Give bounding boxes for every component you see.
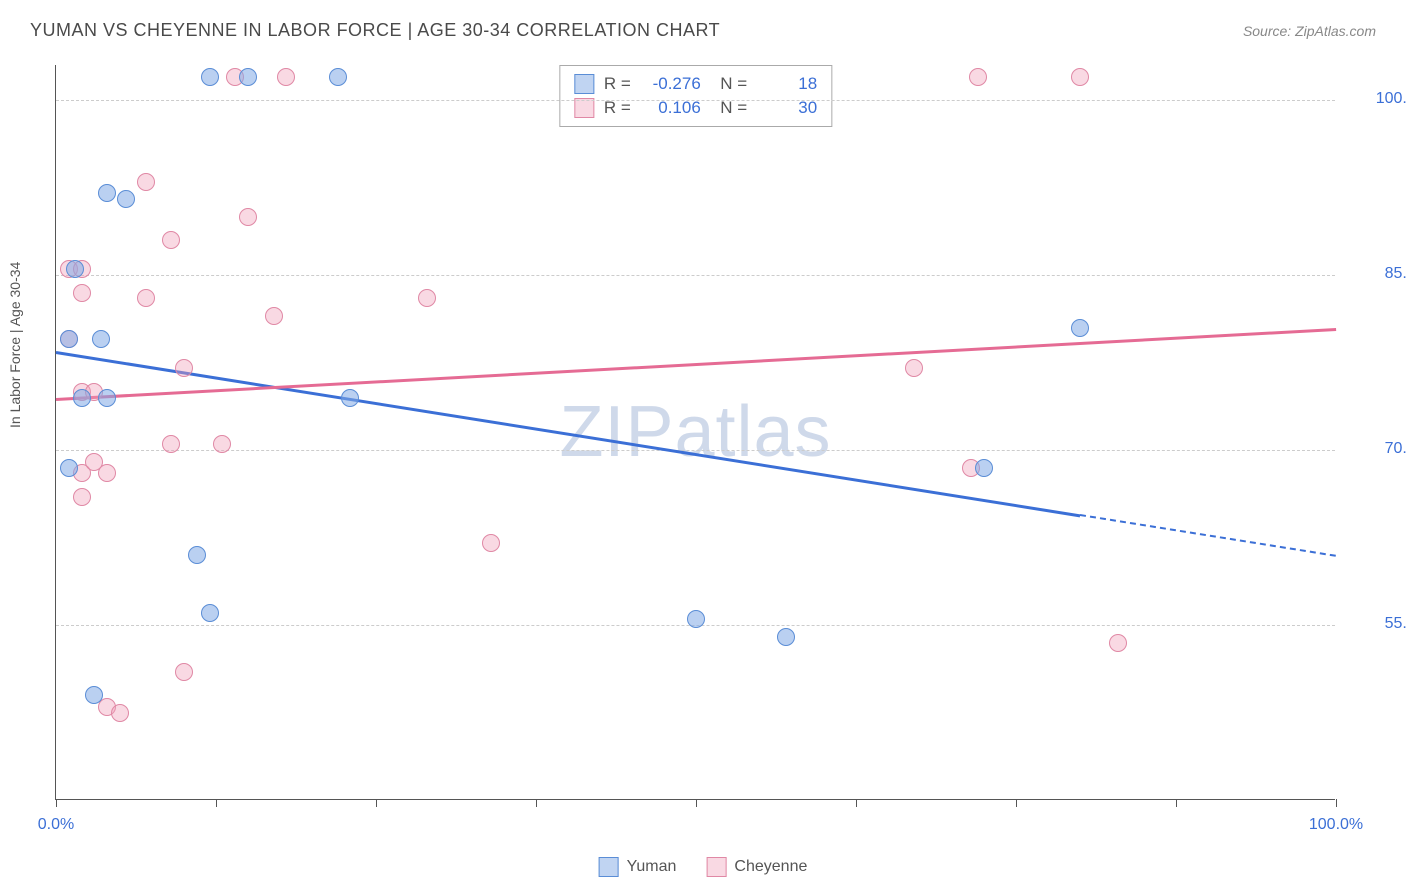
data-point-yuman: [117, 190, 135, 208]
data-point-cheyenne: [1109, 634, 1127, 652]
data-point-cheyenne: [162, 435, 180, 453]
trend-line: [56, 328, 1336, 400]
data-point-yuman: [188, 546, 206, 564]
data-point-cheyenne: [175, 359, 193, 377]
gridline-h: [56, 450, 1335, 451]
swatch-cheyenne: [574, 98, 594, 118]
data-point-yuman: [975, 459, 993, 477]
data-point-yuman: [777, 628, 795, 646]
gridline-h: [56, 100, 1335, 101]
x-tick: [1176, 799, 1177, 807]
x-tick: [1016, 799, 1017, 807]
data-point-cheyenne: [85, 453, 103, 471]
x-tick-label: 0.0%: [38, 816, 74, 834]
r-label: R =: [604, 74, 631, 94]
x-tick-label: 100.0%: [1309, 816, 1363, 834]
swatch-cheyenne: [706, 857, 726, 877]
data-point-yuman: [201, 68, 219, 86]
n-value-yuman: 18: [757, 74, 817, 94]
data-point-yuman: [201, 604, 219, 622]
y-axis-label: In Labor Force | Age 30-34: [7, 262, 23, 428]
data-point-yuman: [60, 459, 78, 477]
data-point-cheyenne: [482, 534, 500, 552]
data-point-cheyenne: [213, 435, 231, 453]
r-value-cheyenne: 0.106: [641, 98, 701, 118]
data-point-cheyenne: [905, 359, 923, 377]
data-point-yuman: [98, 389, 116, 407]
r-value-yuman: -0.276: [641, 74, 701, 94]
x-tick: [1336, 799, 1337, 807]
x-tick: [376, 799, 377, 807]
n-value-cheyenne: 30: [757, 98, 817, 118]
data-point-yuman: [73, 389, 91, 407]
chart-source: Source: ZipAtlas.com: [1243, 23, 1376, 39]
data-point-yuman: [85, 686, 103, 704]
trend-line: [56, 351, 1080, 517]
data-point-cheyenne: [137, 289, 155, 307]
data-point-cheyenne: [277, 68, 295, 86]
data-point-yuman: [60, 330, 78, 348]
data-point-cheyenne: [111, 704, 129, 722]
legend-bottom: Yuman Cheyenne: [599, 857, 808, 877]
legend-item-cheyenne: Cheyenne: [706, 857, 807, 877]
chart-title: YUMAN VS CHEYENNE IN LABOR FORCE | AGE 3…: [30, 20, 720, 41]
data-point-cheyenne: [418, 289, 436, 307]
legend-row-yuman: R = -0.276 N = 18: [574, 72, 817, 96]
data-point-cheyenne: [265, 307, 283, 325]
y-tick-label: 55.0%: [1385, 615, 1406, 633]
data-point-cheyenne: [969, 68, 987, 86]
r-label: R =: [604, 98, 631, 118]
y-tick-label: 85.0%: [1385, 265, 1406, 283]
x-tick: [856, 799, 857, 807]
legend-label-yuman: Yuman: [627, 858, 677, 876]
data-point-cheyenne: [137, 173, 155, 191]
data-point-yuman: [98, 184, 116, 202]
legend-item-yuman: Yuman: [599, 857, 677, 877]
data-point-yuman: [1071, 319, 1089, 337]
data-point-yuman: [329, 68, 347, 86]
watermark: ZIPatlas: [559, 391, 831, 473]
chart-plot-area: ZIPatlas R = -0.276 N = 18 R = 0.106 N =…: [55, 65, 1335, 800]
legend-stats: R = -0.276 N = 18 R = 0.106 N = 30: [559, 65, 832, 127]
legend-label-cheyenne: Cheyenne: [734, 858, 807, 876]
trend-line: [1080, 514, 1336, 557]
x-tick: [536, 799, 537, 807]
data-point-cheyenne: [1071, 68, 1089, 86]
data-point-cheyenne: [175, 663, 193, 681]
data-point-cheyenne: [73, 284, 91, 302]
data-point-yuman: [341, 389, 359, 407]
n-label: N =: [711, 74, 747, 94]
data-point-yuman: [239, 68, 257, 86]
gridline-h: [56, 275, 1335, 276]
data-point-yuman: [687, 610, 705, 628]
data-point-cheyenne: [73, 488, 91, 506]
x-tick: [696, 799, 697, 807]
x-tick: [56, 799, 57, 807]
x-tick: [216, 799, 217, 807]
data-point-cheyenne: [239, 208, 257, 226]
y-tick-label: 100.0%: [1376, 90, 1406, 108]
swatch-yuman: [574, 74, 594, 94]
data-point-yuman: [66, 260, 84, 278]
data-point-cheyenne: [162, 231, 180, 249]
data-point-yuman: [92, 330, 110, 348]
swatch-yuman: [599, 857, 619, 877]
y-tick-label: 70.0%: [1385, 440, 1406, 458]
n-label: N =: [711, 98, 747, 118]
